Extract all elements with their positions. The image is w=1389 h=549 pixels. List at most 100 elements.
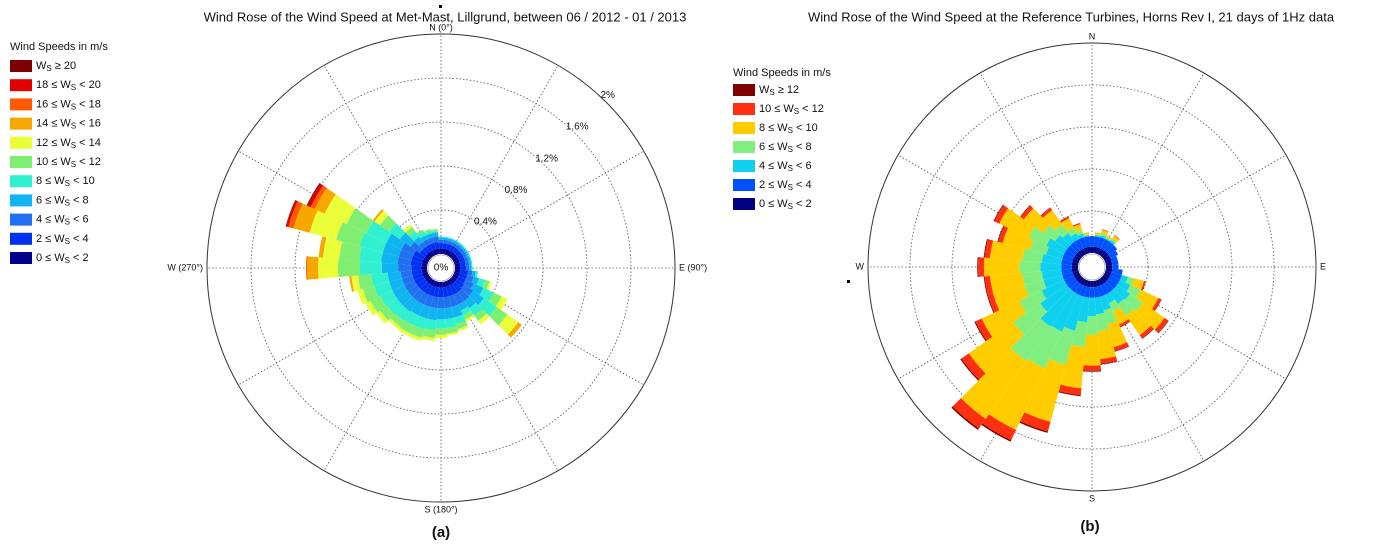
wind-sector: [444, 280, 450, 287]
wind-sector: [442, 243, 448, 250]
wind-sector: [1084, 236, 1091, 248]
compass-label: E: [1320, 261, 1326, 271]
wind-sector: [1078, 237, 1087, 249]
wind-sector: [1097, 248, 1104, 256]
wind-sector: [450, 254, 457, 260]
wind-sector: [455, 244, 462, 251]
wind-sector: [458, 301, 468, 311]
wind-sector: [1100, 233, 1107, 238]
wind-sector: [1043, 274, 1065, 289]
wind-sector: [404, 280, 417, 292]
wind-sector: [309, 210, 343, 240]
wind-sector: [422, 328, 436, 338]
wind-sector: [422, 335, 435, 342]
wind-sector: [1103, 255, 1111, 262]
wind-sector: [1114, 345, 1130, 352]
wind-sector: [387, 298, 404, 315]
wind-sector: [382, 242, 402, 257]
legend-swatch: [733, 198, 755, 210]
wind-sector: [1113, 342, 1129, 352]
wind-sector: [1010, 318, 1051, 362]
wind-sector: [1022, 248, 1044, 263]
wind-sector: [454, 279, 465, 289]
wind-sector: [478, 298, 497, 317]
wind-sector: [467, 270, 473, 277]
wind-sector: [1083, 334, 1101, 366]
wind-sector: [1070, 233, 1079, 242]
wind-sector: [435, 281, 440, 288]
wind-sector: [1062, 233, 1075, 246]
wind-sector: [421, 269, 428, 274]
wind-sector: [397, 291, 413, 306]
wind-sector: [1126, 308, 1151, 336]
wind-sector: [1072, 223, 1081, 227]
wind-sector: [456, 320, 468, 330]
wind-sector: [1013, 303, 1048, 335]
wind-sector: [1027, 325, 1062, 369]
wind-sector: [322, 237, 343, 260]
wind-sector: [476, 278, 486, 288]
wind-sector: [443, 239, 449, 244]
wind-sector: [1117, 298, 1134, 316]
wind-sector: [432, 249, 438, 256]
wind-sector: [507, 322, 522, 338]
wind-sector: [346, 208, 374, 234]
wind-sector: [989, 273, 1025, 294]
wind-sector: [413, 250, 426, 260]
wind-sector: [1070, 281, 1081, 293]
wind-sector: [381, 252, 399, 265]
wind-sector: [975, 318, 993, 341]
compass-label: S (180°): [424, 504, 457, 514]
r-tick-label: 0.8%: [505, 185, 528, 196]
wind-sector: [422, 259, 429, 265]
wind-sector: [460, 306, 472, 316]
wind-sector: [1066, 278, 1078, 289]
wind-sector: [418, 304, 431, 319]
wind-sector: [1126, 284, 1141, 298]
wind-sector: [997, 225, 1004, 242]
wind-sector: [1108, 250, 1119, 259]
wind-sector: [1078, 285, 1087, 297]
wind-sector: [401, 275, 415, 286]
wind-sector: [1062, 253, 1074, 262]
wind-sector: [379, 215, 397, 232]
wind-sector: [1064, 249, 1076, 259]
wind-sector: [425, 233, 433, 240]
wind-sector: [432, 280, 438, 287]
wind-sector: [463, 311, 474, 320]
wind-sector: [314, 188, 336, 214]
grid-spoke: [1103, 154, 1287, 261]
wind-sector: [429, 242, 436, 251]
wind-sector: [409, 231, 420, 241]
grid-ring: [294, 121, 588, 415]
wind-sector: [1082, 365, 1102, 371]
wind-sector: [365, 300, 378, 316]
grid-spoke: [447, 279, 559, 471]
wind-sector: [1097, 278, 1104, 286]
wind-sector: [397, 256, 412, 266]
wind-sector: [458, 242, 464, 247]
wind-sector: [446, 250, 453, 257]
wind-sector: [399, 232, 415, 247]
wind-sector: [471, 276, 479, 285]
wind-sector: [1061, 268, 1073, 275]
caption: (a): [432, 524, 450, 541]
wind-sector: [469, 302, 483, 316]
wind-sector: [419, 249, 428, 257]
compass-label: W: [856, 261, 865, 271]
wind-sector: [1061, 264, 1072, 270]
wind-sector: [439, 248, 443, 255]
wind-sector: [1093, 286, 1100, 298]
wind-sector: [427, 237, 435, 245]
wind-sector: [1041, 253, 1063, 265]
wind-sector: [1096, 312, 1109, 332]
wind-sector: [1071, 268, 1079, 273]
wind-sector: [1077, 250, 1084, 258]
wind-sector: [1107, 320, 1128, 348]
wind-sector: [1093, 280, 1098, 288]
wind-sector: [1072, 258, 1080, 264]
legend-label: 14 ≤ WS < 16: [36, 118, 101, 131]
legend-title: Wind Speeds in m/s: [10, 41, 108, 53]
wind-sector: [1002, 227, 1034, 251]
wind-sector: [1136, 302, 1165, 330]
